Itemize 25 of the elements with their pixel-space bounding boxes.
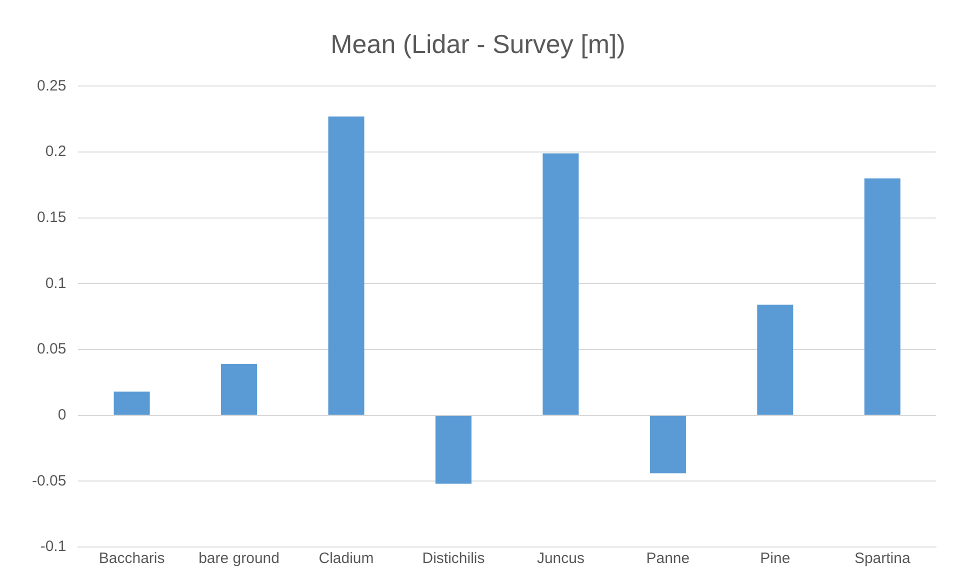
- y-tick-label: 0.05: [36, 340, 66, 358]
- bar: [221, 364, 258, 415]
- x-tick-label: Spartina: [854, 550, 911, 568]
- bar: [757, 304, 794, 415]
- y-tick-label: 0: [58, 406, 66, 424]
- y-tick-label: 0.15: [36, 209, 66, 226]
- x-tick-label: Juncus: [536, 550, 584, 568]
- x-tick-label: Cladium: [318, 550, 374, 568]
- y-tick-label: -0.1: [40, 538, 66, 556]
- x-tick-label: Pine: [760, 550, 790, 568]
- y-tick-label: 0.25: [36, 77, 66, 94]
- x-tick-label: Distichilis: [422, 550, 485, 568]
- chart-title: Mean (Lidar - Survey [m]): [330, 28, 626, 59]
- x-tick-label: bare ground: [198, 550, 280, 568]
- bar: [328, 116, 364, 415]
- bar: [864, 178, 900, 415]
- y-tick-label: 0.2: [45, 143, 66, 160]
- bar: [650, 416, 686, 474]
- y-tick-label: -0.05: [32, 472, 66, 490]
- bar: [114, 392, 150, 415]
- x-tick-label: Baccharis: [98, 550, 165, 568]
- bar: [542, 153, 579, 415]
- bar: [435, 416, 472, 484]
- x-tick-label: Panne: [646, 550, 690, 568]
- y-tick-label: 0.1: [45, 274, 66, 292]
